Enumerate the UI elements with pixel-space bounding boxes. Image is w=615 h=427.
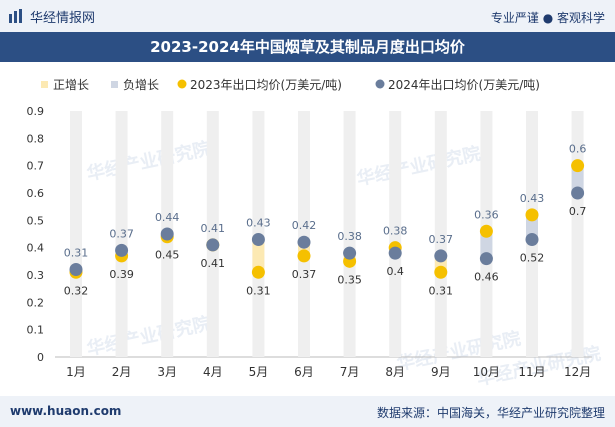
x-tick-label: 4月 (203, 365, 223, 379)
month-band (434, 111, 447, 357)
month-band (298, 111, 310, 357)
x-tick-label: 1月 (66, 365, 86, 379)
marker-2023 (571, 159, 585, 173)
data-label-lower: 0.32 (64, 284, 89, 297)
data-source: 数据来源：中国海关，华经产业研究院整理 (376, 406, 605, 420)
legend-marker-3 (177, 79, 187, 89)
data-label-upper: 0.43 (520, 192, 545, 205)
month-band (343, 111, 356, 357)
data-label-lower: 0.45 (155, 249, 180, 262)
bar-logo-icon (9, 9, 22, 23)
marker-2024 (434, 249, 448, 263)
marker-2024 (206, 238, 220, 252)
data-label-upper: 0.36 (474, 208, 499, 221)
data-label-lower: 0.35 (337, 273, 362, 286)
y-tick-label: 0.8 (27, 132, 45, 145)
legend-swatch-1 (41, 81, 48, 88)
data-label-upper: 0.38 (383, 225, 408, 238)
marker-2024 (388, 246, 402, 260)
marker-2024 (251, 232, 265, 246)
legend-label-1: 正增长 (53, 78, 89, 92)
x-tick-label: 10月 (473, 365, 500, 379)
x-tick-label: 6月 (294, 365, 314, 379)
y-tick-label: 0.1 (27, 324, 45, 337)
marker-2024 (343, 246, 357, 260)
x-tick-label: 7月 (340, 365, 360, 379)
change-bar (571, 165, 584, 193)
watermark-text: 华经产业研究院 (85, 137, 213, 185)
x-tick-label: 2月 (112, 365, 132, 379)
x-tick-label: 9月 (431, 365, 451, 379)
data-label-lower: 0.41 (201, 257, 226, 270)
month-band (206, 111, 219, 357)
marker-2024 (115, 243, 129, 257)
marker-2024 (297, 235, 311, 249)
y-tick-label: 0.7 (27, 160, 45, 173)
data-label-lower: 0.39 (109, 268, 134, 281)
month-band (70, 111, 82, 357)
marker-2023 (525, 208, 539, 222)
data-label-upper: 0.44 (155, 211, 180, 224)
x-tick-label: 3月 (157, 365, 177, 379)
data-label-upper: 0.31 (64, 247, 89, 260)
website-link[interactable]: www.huaon.com (10, 404, 122, 418)
y-tick-label: 0 (37, 351, 44, 364)
x-tick-label: 5月 (249, 365, 269, 379)
chart-title: 2023-2024年中国烟草及其制品月度出口均价 (150, 38, 465, 56)
data-label-lower: 0.31 (246, 284, 271, 297)
footer-bar (0, 396, 615, 427)
brand-name: 华经情报网 (30, 10, 96, 26)
legend-marker-4 (375, 79, 385, 89)
change-bar (480, 231, 493, 259)
marker-2024 (525, 232, 539, 246)
y-tick-label: 0.5 (27, 214, 45, 227)
data-label-lower: 0.46 (474, 271, 499, 284)
month-band (389, 111, 402, 357)
watermark-text: 华经产业研究院 (355, 142, 483, 190)
data-label-upper: 0.43 (246, 216, 271, 229)
data-label-lower: 0.31 (429, 284, 454, 297)
change-bar (526, 214, 538, 240)
marker-2024 (479, 252, 493, 266)
watermark-text: 华经产业研究院 (85, 312, 213, 360)
y-tick-label: 0.9 (27, 105, 45, 118)
data-label-upper: 0.41 (201, 222, 226, 235)
y-tick-label: 0.2 (27, 296, 45, 309)
brand-logo: 华经情报网 (8, 7, 96, 26)
legend-swatch-2 (111, 81, 118, 88)
marker-2024 (69, 263, 83, 277)
y-tick-label: 0.3 (27, 269, 45, 282)
data-label-lower: 0.4 (386, 265, 404, 278)
data-label-lower: 0.37 (292, 268, 317, 281)
legend-label-4: 2024年出口均价(万美元/吨) (388, 78, 540, 92)
data-label-upper: 0.38 (337, 230, 362, 243)
legend-label-2: 负增长 (123, 78, 159, 92)
title-band (0, 32, 615, 62)
change-bar (252, 239, 265, 273)
marker-2024 (160, 227, 174, 241)
slogan: 专业严谨 ● 客观科学 (490, 11, 605, 25)
data-label-lower: 0.7 (569, 205, 587, 218)
marker-2023 (251, 265, 265, 279)
marker-2024 (571, 186, 585, 200)
marker-2023 (434, 265, 448, 279)
top-bar (0, 0, 615, 32)
data-label-lower: 0.52 (520, 251, 545, 264)
x-tick-label: 11月 (518, 365, 545, 379)
x-tick-label: 12月 (564, 365, 591, 379)
marker-2023 (297, 249, 311, 263)
data-label-upper: 0.37 (429, 233, 454, 246)
data-label-upper: 0.37 (109, 227, 134, 240)
month-band (115, 111, 128, 357)
y-tick-label: 0.4 (27, 242, 45, 255)
marker-2023 (479, 224, 493, 238)
x-tick-label: 8月 (385, 365, 405, 379)
data-label-upper: 0.42 (292, 219, 317, 232)
y-tick-label: 0.6 (27, 187, 45, 200)
legend-label-3: 2023年出口均价(万美元/吨) (190, 78, 342, 92)
data-label-upper: 0.6 (569, 143, 587, 156)
